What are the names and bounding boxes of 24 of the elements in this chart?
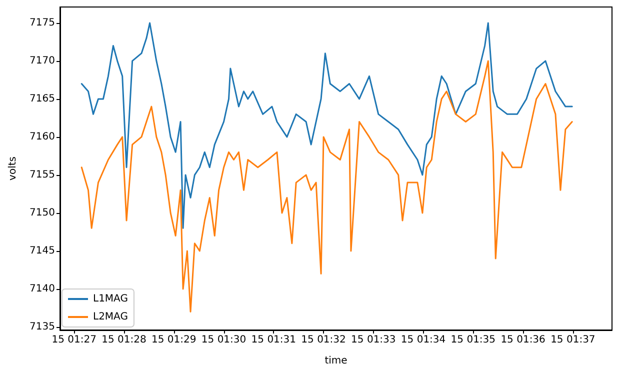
x-tick-label: 15 01:31: [251, 334, 296, 346]
x-tick-label: 15 01:32: [301, 334, 346, 346]
x-tick-label: 15 01:36: [500, 334, 546, 346]
x-tick-label: 15 01:37: [550, 334, 596, 346]
y-tick-label: 7175: [30, 17, 55, 28]
y-tick-label: 7160: [30, 131, 55, 142]
x-axis-title: time: [324, 356, 348, 366]
x-tick-label: 15 01:27: [52, 334, 96, 346]
x-tick-label: 15 01:34: [400, 334, 446, 346]
legend-label: L1MAG: [93, 294, 128, 304]
y-tick-label: 7155: [30, 169, 55, 180]
x-tick-label: 15 01:29: [152, 334, 196, 346]
y-tick-label: 7135: [30, 321, 55, 332]
y-axis-title: volts: [8, 156, 18, 180]
x-tick-label: 15 01:35: [450, 334, 496, 346]
legend-label: L2MAG: [93, 312, 128, 322]
x-tick-label: 15 01:30: [201, 334, 246, 346]
x-tick-label: 15 01:33: [351, 334, 396, 346]
y-tick-label: 7170: [30, 55, 55, 66]
y-tick-label: 7165: [30, 93, 55, 104]
x-tick-label: 15 01:28: [102, 334, 146, 346]
y-tick-label: 7140: [30, 283, 55, 294]
y-tick-label: 7145: [30, 245, 55, 256]
y-tick-label: 7150: [30, 207, 55, 218]
